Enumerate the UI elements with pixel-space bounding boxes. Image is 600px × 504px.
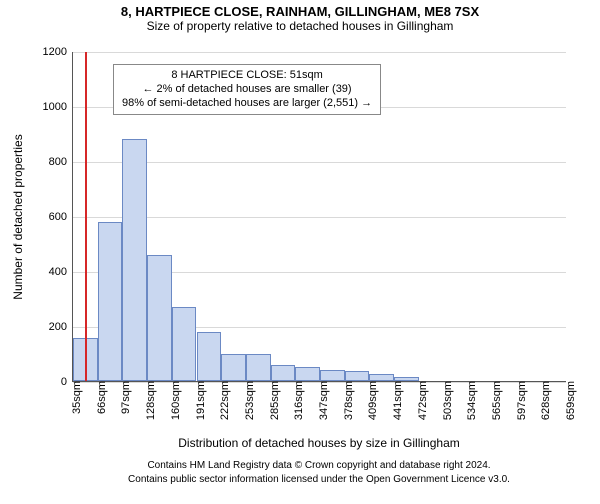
x-tick-label: 97sqm [118,381,132,414]
y-tick-label: 1200 [43,46,73,58]
x-tick-label: 253sqm [242,381,256,420]
y-tick-label: 800 [49,156,73,168]
histogram-bar [345,371,370,381]
annotation-line: 98% of semi-detached houses are larger (… [122,97,372,111]
histogram-bar [197,332,222,382]
x-tick-label: 409sqm [365,381,379,420]
histogram-bar [98,222,123,382]
x-tick-label: 35sqm [69,381,83,414]
footnote-2: Contains public sector information licen… [128,474,510,485]
x-tick-label: 347sqm [316,381,330,420]
x-tick-label: 472sqm [415,381,429,420]
histogram-bar [295,367,320,381]
x-tick-label: 316sqm [291,381,305,420]
x-tick-label: 534sqm [464,381,478,420]
histogram-bar [369,374,394,381]
footnote-1: Contains HM Land Registry data © Crown c… [147,460,490,471]
annotation-line: ← 2% of detached houses are smaller (39) [122,83,372,97]
histogram-bar [271,365,296,382]
y-tick-label: 400 [49,266,73,278]
y-tick-label: 200 [49,321,73,333]
y-tick-label: 600 [49,211,73,223]
x-tick-label: 378sqm [341,381,355,420]
reference-line [85,52,87,381]
page-title: 8, HARTPIECE CLOSE, RAINHAM, GILLINGHAM,… [0,4,600,19]
x-tick-label: 66sqm [94,381,108,414]
y-tick-label: 1000 [43,101,73,113]
x-tick-label: 191sqm [193,381,207,420]
x-tick-label: 441sqm [390,381,404,420]
histogram-bar [221,354,246,382]
annotation-line: 8 HARTPIECE CLOSE: 51sqm [122,69,372,83]
x-tick-label: 565sqm [489,381,503,420]
x-tick-label: 160sqm [168,381,182,420]
histogram-bar [320,370,345,381]
x-tick-label: 503sqm [440,381,454,420]
histogram-bar [147,255,172,382]
histogram-bar [172,307,197,381]
y-axis-label: Number of detached properties [11,134,25,299]
x-axis-label: Distribution of detached houses by size … [178,436,459,450]
x-tick-label: 222sqm [217,381,231,420]
x-tick-label: 597sqm [514,381,528,420]
x-tick-label: 628sqm [538,381,552,420]
histogram-bar [246,354,271,382]
histogram-bar [122,139,147,381]
x-tick-label: 659sqm [563,381,577,420]
page-subtitle: Size of property relative to detached ho… [0,19,600,33]
x-tick-label: 285sqm [267,381,281,420]
annotation-box: 8 HARTPIECE CLOSE: 51sqm← 2% of detached… [113,64,381,115]
gridline [73,52,566,53]
x-tick-label: 128sqm [143,381,157,420]
chart-plot-area: 02004006008001000120035sqm66sqm97sqm128s… [72,52,566,382]
